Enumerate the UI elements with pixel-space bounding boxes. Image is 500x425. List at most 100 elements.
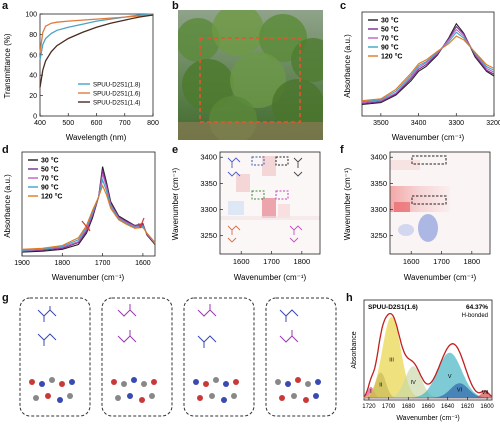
x-tick-label-h: 1660 bbox=[421, 404, 435, 410]
y-tick-label-f: 3350 bbox=[370, 179, 387, 188]
plot-frame-d bbox=[21, 151, 156, 257]
y-axis-label-c: Absorbance (a.u.) bbox=[343, 34, 352, 98]
y-tick-label-a: 0 bbox=[33, 114, 37, 121]
y-tick-label-e: 3350 bbox=[200, 179, 217, 188]
panel-letter-g: g bbox=[2, 292, 9, 304]
x-tick-label-e: 1600 bbox=[233, 257, 250, 266]
series-line-c bbox=[361, 28, 495, 104]
y-tick-label-f: 3400 bbox=[370, 153, 387, 162]
schematic-card-2 bbox=[101, 297, 173, 417]
y-axis-label-a: Transmittance (%) bbox=[3, 33, 12, 98]
panel-letter-e: e bbox=[172, 144, 179, 156]
peak-fill-VII bbox=[364, 391, 493, 399]
x-tick-label-a: 400 bbox=[34, 120, 46, 127]
chart-a: 400 500 600 700 800 0 20 40 60 80 100 SPUU-D2S1(1.8… bbox=[3, 12, 159, 143]
chart-c: 3500 3400 3300 3200 30 °C50 °C70 °C90 °C120 … bbox=[343, 11, 500, 142]
x-tick-label-d: 1700 bbox=[95, 260, 111, 267]
x-tick-label-h: 1620 bbox=[461, 404, 475, 410]
molecular-schematics-g bbox=[19, 297, 337, 417]
panel-letter-a: a bbox=[2, 0, 9, 12]
series-line-a bbox=[39, 14, 154, 53]
series-line-d bbox=[21, 184, 156, 250]
legend-label-d: 50 °C bbox=[41, 166, 59, 174]
envelope-line-h bbox=[363, 312, 493, 398]
legend-label-a: SPUU-D2S1(1.4) bbox=[93, 100, 140, 107]
structure-sketches-e bbox=[227, 157, 303, 243]
chart-e: 1600 1700 1800 3400 3350 3300 3250 Wavenumber … bbox=[171, 151, 321, 282]
series-line-c bbox=[361, 25, 495, 105]
x-tick-label-c: 3400 bbox=[411, 120, 427, 127]
x-tick-label-a: 600 bbox=[91, 120, 103, 127]
sample-label-h: SPUU-D2S1(1.6) bbox=[368, 304, 418, 311]
peak-label-V: V bbox=[448, 374, 452, 380]
peak-label-I: I bbox=[370, 389, 372, 395]
x-tick-label-e: 1800 bbox=[293, 257, 310, 266]
y-axis-label-e: Wavenumber (cm⁻¹) bbox=[171, 167, 180, 240]
hbond-percent: 64.37% bbox=[466, 304, 488, 311]
legend-label-c: 70 °C bbox=[381, 35, 399, 43]
x-tick-label-f: 1700 bbox=[433, 257, 450, 266]
plot-frame-c bbox=[361, 11, 495, 117]
foliage-texture bbox=[178, 10, 323, 140]
x-tick-label-h: 1700 bbox=[382, 404, 396, 410]
legend-label-d: 30 °C bbox=[41, 157, 59, 165]
series-line-a bbox=[39, 13, 154, 61]
x-axis-label-a: Wavelength (nm) bbox=[66, 133, 127, 142]
legend-label-d: 120 °C bbox=[41, 193, 62, 201]
x-axis-label-h: Wavenumber (cm⁻¹) bbox=[396, 415, 459, 422]
x-tick-label-e: 1700 bbox=[263, 257, 280, 266]
x-tick-label-h: 1720 bbox=[362, 404, 376, 410]
series-line-d bbox=[21, 170, 156, 252]
y-axis-label-f: Wavenumber (cm⁻¹) bbox=[343, 167, 352, 240]
x-tick-label-d: 1600 bbox=[135, 260, 151, 267]
x-tick-label-a: 700 bbox=[119, 120, 131, 127]
x-tick-label-h: 1640 bbox=[441, 404, 455, 410]
y-tick-label-f: 3250 bbox=[370, 231, 387, 240]
y-tick-label-f: 3300 bbox=[370, 205, 387, 214]
series-line-c bbox=[361, 35, 495, 102]
chart-d: 1900 1800 1700 1600 30 °C50 °C70 °C90 °C120 … bbox=[3, 151, 156, 282]
correlation-map-f bbox=[390, 152, 490, 254]
peak-label-II: II bbox=[379, 383, 383, 389]
plot-frame-e bbox=[219, 151, 321, 255]
x-tick-label-f: 1600 bbox=[403, 257, 420, 266]
series-line-c bbox=[361, 22, 495, 106]
hbond-note: H-bonded bbox=[462, 313, 488, 319]
y-tick-label-e: 3400 bbox=[200, 153, 217, 162]
peak-label-III: III bbox=[389, 358, 394, 364]
x-axis-label-c: Wavenumber (cm⁻¹) bbox=[392, 133, 465, 142]
photo-b bbox=[178, 10, 323, 140]
y-tick-label-e: 3250 bbox=[200, 231, 217, 240]
sample-outline bbox=[199, 37, 301, 123]
highlight-boxes-e bbox=[251, 156, 289, 200]
peak-label-IV: IV bbox=[411, 380, 417, 386]
panel-letter-d: d bbox=[2, 144, 9, 156]
x-tick-label-f: 1800 bbox=[463, 257, 480, 266]
x-tick-label-d: 1900 bbox=[14, 260, 30, 267]
legend-label-c: 50 °C bbox=[381, 26, 399, 34]
legend-label-c: 120 °C bbox=[381, 53, 402, 61]
y-tick-label-a: 80 bbox=[29, 32, 37, 39]
panel-letter-f: f bbox=[340, 144, 344, 156]
schematic-card-3 bbox=[183, 297, 255, 417]
x-tick-label-c: 3300 bbox=[448, 120, 464, 127]
peak-label-VII: VII bbox=[482, 390, 489, 396]
panel-letter-b: b bbox=[172, 0, 179, 12]
schematic-card-4 bbox=[265, 297, 337, 417]
y-tick-label-e: 3300 bbox=[200, 205, 217, 214]
series-line-a bbox=[39, 14, 154, 88]
band-shift-arrows bbox=[81, 217, 145, 232]
schematic-card-1 bbox=[19, 297, 91, 417]
series-line-d bbox=[21, 174, 156, 252]
x-tick-label-c: 3200 bbox=[486, 120, 500, 127]
y-tick-label-a: 20 bbox=[29, 93, 37, 100]
highlight-boxes-f bbox=[411, 155, 447, 205]
peak-label-VI: VI bbox=[457, 388, 463, 394]
panel-letter-h: h bbox=[346, 292, 353, 304]
legend-label-d: 90 °C bbox=[41, 184, 59, 192]
x-tick-label-h: 1680 bbox=[402, 404, 416, 410]
x-tick-label-d: 1800 bbox=[55, 260, 71, 267]
y-tick-label-a: 60 bbox=[29, 52, 37, 59]
x-tick-label-h: 1600 bbox=[480, 404, 494, 410]
